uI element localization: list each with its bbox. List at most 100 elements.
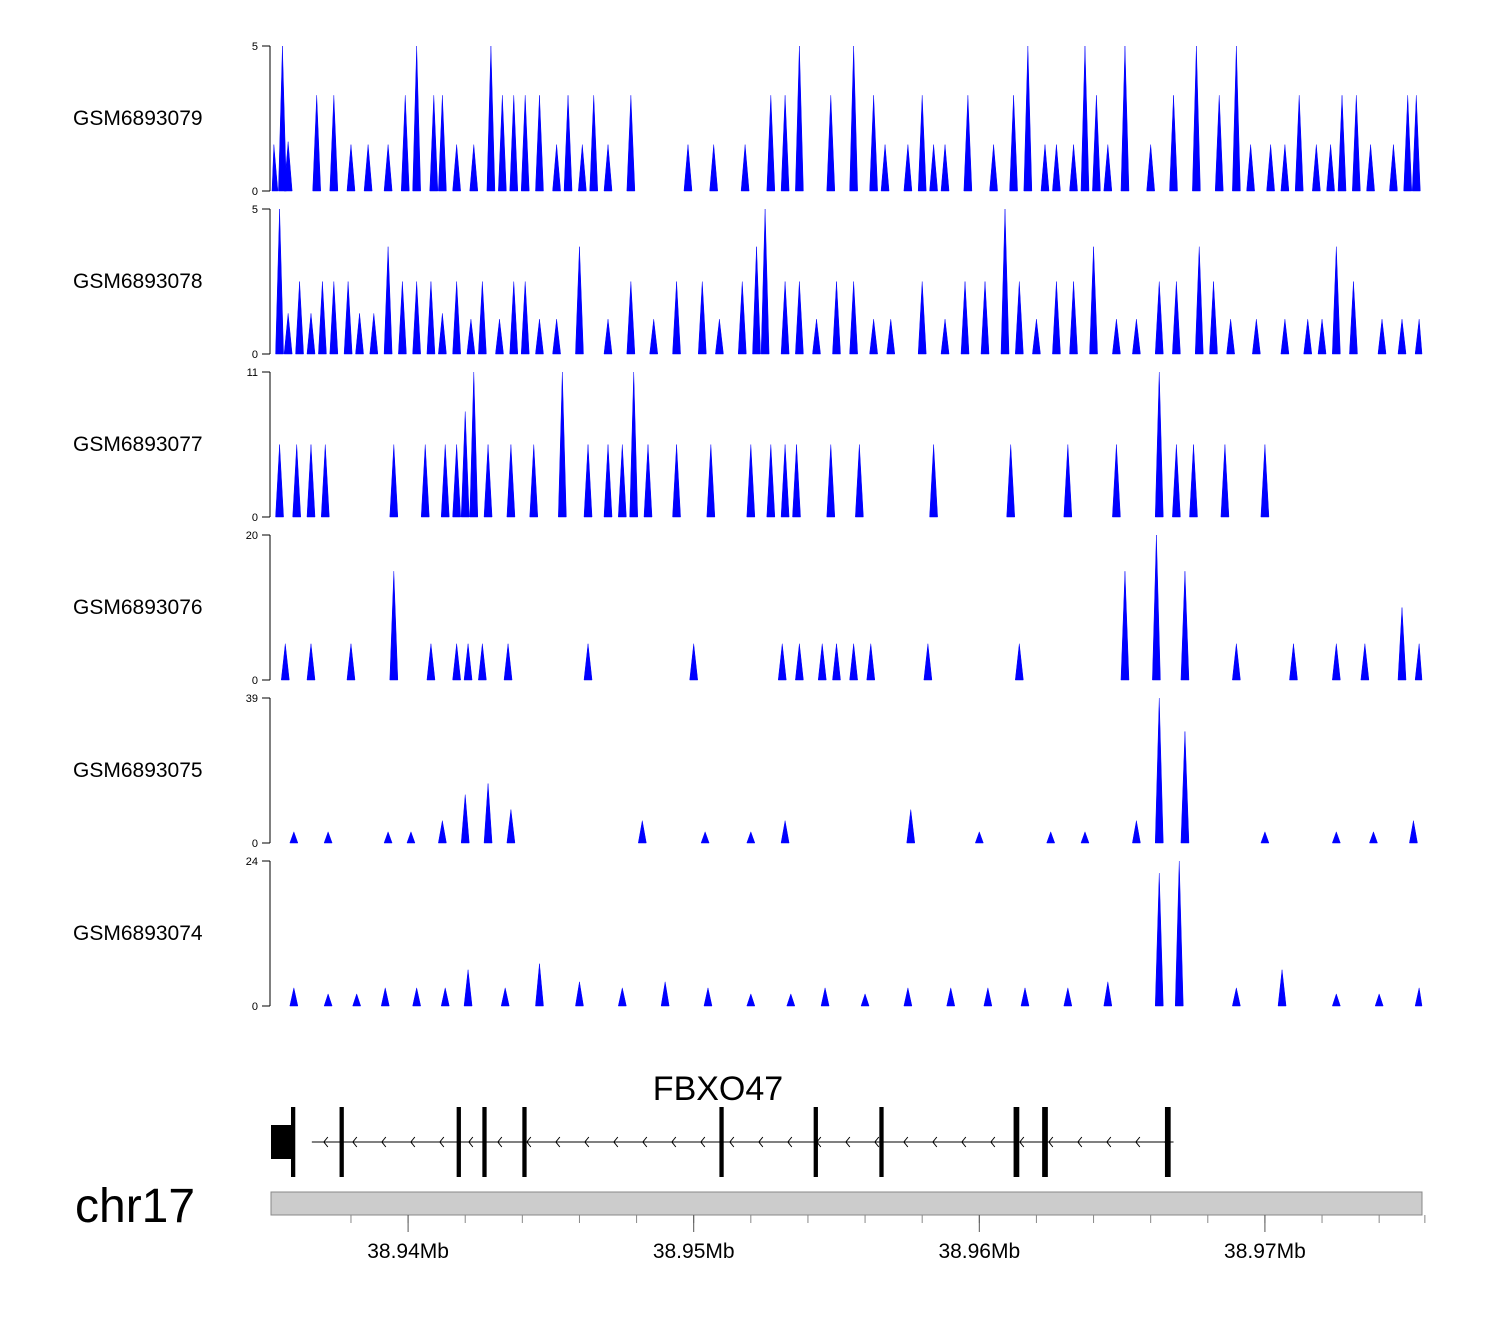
coverage-peak bbox=[1374, 993, 1384, 1007]
coverage-peak bbox=[649, 319, 658, 355]
strand-arrow bbox=[700, 1136, 706, 1148]
strand-arrow bbox=[1077, 1136, 1083, 1148]
coverage-peak bbox=[1080, 831, 1090, 844]
coverage-peak bbox=[1120, 571, 1130, 681]
coverage-peak bbox=[1337, 95, 1347, 192]
coverage-peak bbox=[1172, 444, 1181, 518]
coverage-peak bbox=[1032, 319, 1041, 355]
track-GSM6893076: GSM6893076 20 0 bbox=[73, 530, 1423, 687]
strand-arrow bbox=[932, 1136, 938, 1148]
exon bbox=[1042, 1107, 1048, 1177]
coverage-peak bbox=[1146, 144, 1155, 192]
coverage-peak bbox=[380, 987, 390, 1007]
coverage-peak bbox=[746, 444, 756, 518]
coverage-peak bbox=[483, 783, 493, 844]
coverage-peak bbox=[886, 319, 896, 355]
coverage-peak bbox=[289, 831, 299, 844]
y-axis-max-label: 11 bbox=[247, 367, 258, 379]
y-axis-max-label: 5 bbox=[252, 204, 258, 216]
coverage-peak bbox=[1331, 993, 1341, 1007]
coverage-peak bbox=[780, 95, 790, 192]
coverage-peak bbox=[866, 643, 876, 681]
coverage-peak bbox=[603, 319, 613, 355]
exon bbox=[271, 1125, 291, 1159]
coverage-peak bbox=[509, 95, 519, 192]
coverage-peak bbox=[929, 144, 938, 192]
coverage-peak bbox=[869, 319, 878, 355]
coverage-peak bbox=[1132, 820, 1141, 844]
strand-arrow bbox=[1135, 1136, 1141, 1148]
coverage-peak bbox=[535, 319, 544, 355]
coverage-peak bbox=[1103, 981, 1113, 1007]
track-label: GSM6893077 bbox=[73, 433, 203, 456]
x-axis-label: 38.96Mb bbox=[938, 1240, 1020, 1263]
coverage-peak bbox=[506, 444, 516, 518]
coverage-peak bbox=[603, 444, 613, 518]
coverage-peak bbox=[583, 643, 593, 681]
coverage-peak bbox=[1366, 144, 1375, 192]
coverage-peak bbox=[1023, 45, 1033, 192]
x-axis-label: 38.95Mb bbox=[653, 1240, 735, 1263]
coverage-peak bbox=[906, 809, 916, 844]
coverage-peak bbox=[1080, 45, 1090, 192]
coverage-peak bbox=[709, 144, 718, 192]
coverage-peak bbox=[703, 987, 713, 1007]
coverage-peak bbox=[412, 45, 421, 192]
coverage-peak bbox=[1280, 144, 1290, 192]
coverage-peak bbox=[792, 444, 801, 518]
coverage-peak bbox=[438, 820, 447, 844]
coverage-peak bbox=[683, 144, 693, 192]
y-axis-min-label: 0 bbox=[252, 349, 258, 361]
y-axis-min-label: 0 bbox=[252, 1001, 258, 1013]
coverage-peak bbox=[271, 144, 279, 192]
exon bbox=[1013, 1107, 1020, 1177]
coverage-peak bbox=[766, 95, 776, 192]
strand-arrow bbox=[352, 1136, 358, 1148]
strand-arrow bbox=[903, 1136, 909, 1148]
coverage-peak bbox=[278, 45, 287, 192]
coverage-peak bbox=[478, 643, 487, 681]
strand-arrow bbox=[758, 1136, 764, 1148]
coverage-peak bbox=[1112, 444, 1121, 518]
coverage-peak bbox=[643, 444, 653, 518]
coverage-peak bbox=[412, 281, 421, 355]
coverage-peak bbox=[1169, 95, 1178, 192]
gene-track: FBXO47 bbox=[271, 1070, 1174, 1177]
coverage-peak bbox=[672, 281, 681, 355]
coverage-peak bbox=[1089, 246, 1098, 355]
coverage-peak bbox=[295, 281, 304, 355]
coverage-peak bbox=[715, 319, 724, 355]
coverage-peak bbox=[1180, 731, 1190, 844]
strand-arrow bbox=[1019, 1136, 1025, 1148]
coverage-peak bbox=[420, 444, 430, 518]
coverage-peak bbox=[318, 281, 327, 355]
coverage-peak bbox=[1052, 281, 1061, 355]
strand-arrow bbox=[729, 1136, 735, 1148]
strand-arrow bbox=[990, 1136, 996, 1148]
coverage-peak bbox=[760, 208, 770, 355]
coverage-peak bbox=[780, 820, 790, 844]
coverage-peak bbox=[498, 95, 507, 192]
coverage-peak bbox=[389, 444, 399, 518]
coverage-peak bbox=[963, 95, 973, 192]
coverage-peak bbox=[363, 144, 373, 192]
coverage-peak bbox=[746, 831, 756, 844]
coverage-peak bbox=[1152, 534, 1161, 681]
coverage-peak bbox=[352, 993, 362, 1007]
track-label: GSM6893078 bbox=[73, 270, 203, 293]
coverage-peak bbox=[1332, 246, 1341, 355]
coverage-peak bbox=[1063, 444, 1073, 518]
coverage-peak bbox=[1040, 144, 1050, 192]
coverage-peak bbox=[469, 371, 479, 518]
coverage-peak bbox=[1220, 444, 1230, 518]
y-axis-max-label: 24 bbox=[246, 856, 258, 868]
coverage-peak bbox=[786, 993, 796, 1007]
coverage-peak bbox=[1326, 144, 1335, 192]
coverage-peak bbox=[346, 643, 356, 681]
chromosome-ideogram: chr17 bbox=[75, 1180, 1423, 1233]
coverage-peak bbox=[460, 411, 470, 518]
coverage-peak bbox=[752, 246, 761, 355]
coverage-peak bbox=[495, 319, 504, 355]
coverage-peak bbox=[575, 981, 584, 1007]
coverage-peak bbox=[1154, 371, 1164, 518]
